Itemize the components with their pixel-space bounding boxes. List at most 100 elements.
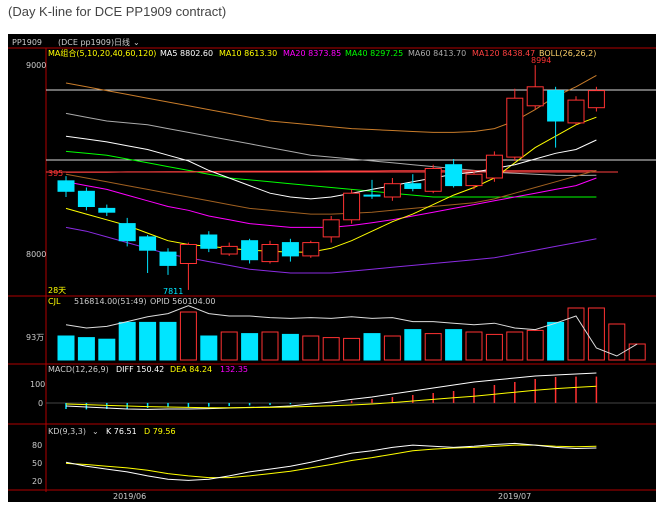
macd-tick-100: 100 (30, 380, 45, 389)
candle-body (526, 86, 544, 107)
volume-bar (241, 333, 259, 361)
ma5-line (65, 135, 597, 200)
candle-body (506, 97, 524, 158)
level-395-label: 395 (48, 169, 63, 178)
candle-body (159, 251, 177, 266)
volume-bar (363, 333, 381, 361)
volume-bar (424, 333, 442, 361)
candle-body (567, 99, 585, 124)
high-annotation: 8994 (531, 56, 551, 65)
k-line (65, 442, 597, 481)
volume-bar (567, 307, 585, 361)
symbol-label: PP1909 (12, 38, 42, 47)
candle-body (547, 90, 565, 122)
candle-body (363, 194, 381, 197)
volume-bar (77, 337, 95, 361)
kline-chart[interactable]: PP1909 (DCE pp1909) 日线 ⌄ MA组合(5,10,20,40… (8, 34, 656, 502)
volume-bar (261, 331, 279, 361)
candle-body (261, 244, 279, 263)
candle-body (404, 183, 422, 189)
ma10-legend: MA10 8613.30 (219, 49, 277, 58)
opid-value: OPID 560104.00 (150, 297, 215, 306)
chart-canvas[interactable]: PP1909 (DCE pp1909) 日线 ⌄ MA组合(5,10,20,40… (8, 34, 656, 502)
ma-group-label: MA组合(5,10,20,40,60,120) (48, 48, 156, 58)
volume-bar (139, 321, 157, 361)
volume-bar (587, 307, 605, 361)
candle-body (383, 183, 401, 198)
d-line (65, 444, 597, 479)
ma60-legend: MA60 8413.70 (408, 49, 466, 58)
volume-bar (628, 343, 646, 361)
candle-body (139, 236, 157, 251)
volume-bar (383, 335, 401, 361)
candle-body (118, 223, 136, 242)
dea-value: DEA 84.24 (170, 365, 212, 374)
macd-value: 132.35 (220, 365, 248, 374)
candle-body (465, 173, 483, 187)
kd-label: KD(9,3,3) (48, 427, 86, 436)
candle-body (485, 154, 503, 179)
cjl-value: 516814.00(51:49) (74, 297, 147, 306)
ma10-line (65, 116, 597, 253)
date-label-june: 2019/06 (113, 492, 146, 501)
volume-bar (179, 311, 197, 361)
volume-bar (343, 337, 361, 361)
boll-mid-line (65, 169, 597, 215)
volume-bar (526, 329, 544, 361)
candle-body (302, 242, 320, 257)
candle-body (179, 244, 197, 264)
contract-label: (DCE pp1909) (58, 38, 114, 47)
kd-chevron-icon[interactable]: ⌄ (92, 427, 99, 436)
volume-bar (57, 335, 75, 361)
volume-bar (608, 323, 626, 361)
dea-line (65, 385, 597, 409)
candle-body (220, 245, 238, 255)
diff-line (65, 372, 597, 410)
volume-bar (404, 329, 422, 361)
chevron-down-icon[interactable]: ⌄ (133, 38, 140, 47)
volume-bar (547, 321, 565, 361)
candle-body (241, 240, 259, 261)
period-selector[interactable]: 日线 (114, 37, 130, 47)
volume-bar (281, 333, 299, 361)
ma20-legend: MA20 8373.85 (283, 49, 341, 58)
ma120-line (66, 170, 597, 173)
volume-bar (322, 337, 340, 361)
volume-bar (118, 321, 136, 361)
k-value: K 76.51 (106, 427, 137, 436)
volume-bar (98, 338, 116, 361)
volume-bar (485, 333, 503, 361)
kd-tick-50: 50 (32, 459, 42, 468)
volume-unit: 93万 (26, 333, 44, 342)
boll-legend: BOLL(26,26,2) (539, 49, 596, 58)
volume-bar (159, 321, 177, 361)
macd-label: MACD(12,26,9) (48, 365, 109, 374)
diff-value: DIFF 150.42 (116, 365, 164, 374)
ma120-legend: MA120 8438.47 (472, 49, 535, 58)
price-tick-8000: 8000 (26, 250, 46, 259)
ma40-line (65, 150, 597, 198)
ma5-legend: MA5 8802.60 (160, 49, 213, 58)
candle-body (77, 190, 95, 208)
price-tick-9000: 9000 (26, 61, 46, 70)
low-annotation: 7811 (163, 287, 183, 296)
date-label-july: 2019/07 (498, 492, 531, 501)
cjl-label: CJL (48, 297, 61, 306)
candle-body (57, 180, 75, 192)
candle-body (587, 90, 605, 109)
volume-bar (302, 335, 320, 361)
figure-caption: (Day K-line for DCE PP1909 contract) (8, 4, 227, 19)
kd-tick-80: 80 (32, 441, 42, 450)
macd-tick-0: 0 (38, 399, 43, 408)
candle-body (98, 207, 116, 213)
candle-body (343, 192, 361, 221)
candle-body (424, 168, 442, 192)
volume-bar (465, 331, 483, 361)
kd-tick-20: 20 (32, 477, 42, 486)
volume-bar (220, 331, 238, 361)
open-interest-line (65, 305, 638, 357)
ma40-legend: MA40 8297.25 (345, 49, 403, 58)
candle-body (281, 242, 299, 257)
volume-bar (506, 331, 524, 361)
days-label: 28天 (48, 286, 66, 295)
